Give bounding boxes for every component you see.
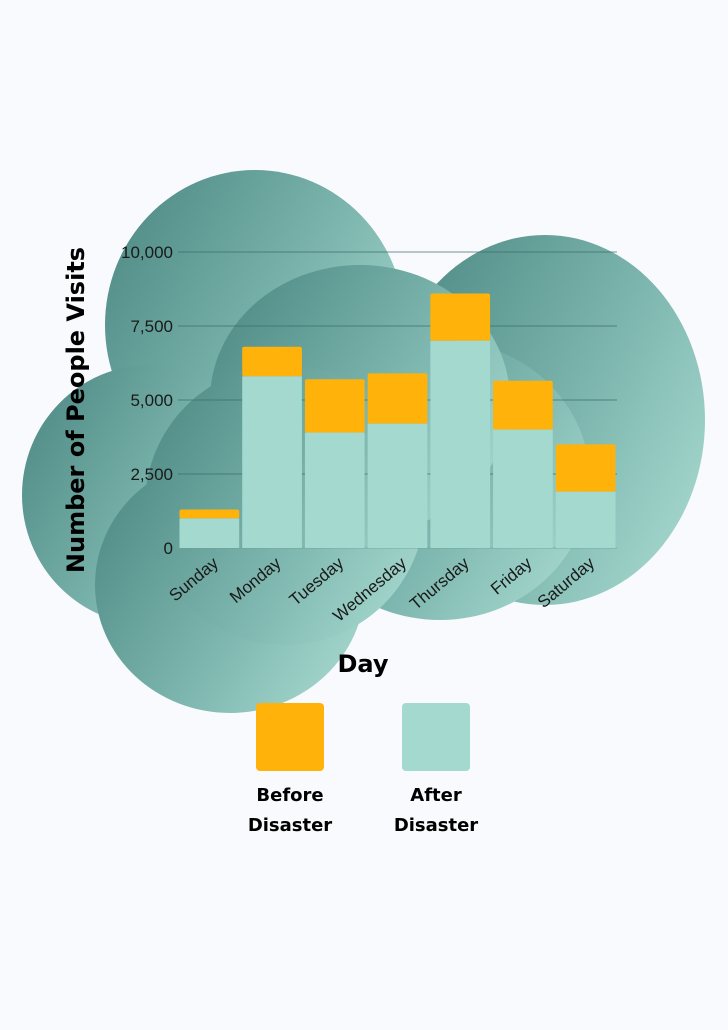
bar-after-disaster-sunday	[179, 518, 240, 548]
legend-swatch-after-disaster	[402, 703, 470, 771]
y-tick-label: 10,000	[121, 243, 173, 262]
legend-label-before-line2: Disaster	[247, 815, 333, 836]
x-axis-title: Day	[337, 650, 388, 678]
legend-swatch-before-disaster	[256, 703, 324, 771]
bar-before-disaster-sunday	[179, 509, 240, 519]
y-tick-label: 7,500	[130, 317, 173, 336]
bar-after-disaster-tuesday	[304, 432, 365, 548]
bar-after-disaster-wednesday	[367, 423, 428, 548]
bar-after-disaster-saturday	[555, 491, 616, 548]
bar-before-disaster-monday	[242, 346, 302, 377]
y-tick-label: 0	[164, 539, 173, 558]
bar-before-disaster-tuesday	[304, 379, 365, 433]
bar-after-disaster-friday	[493, 429, 553, 548]
y-tick-label: 2,500	[130, 465, 173, 484]
bar-before-disaster-friday	[493, 380, 553, 430]
bar-after-disaster-monday	[242, 376, 302, 548]
y-axis-ticks: 0 2,500 5,000 7,500 10,000	[121, 243, 173, 558]
legend-item-after-disaster: After Disaster	[361, 703, 511, 841]
bar-before-disaster-thursday	[430, 293, 491, 341]
bars	[179, 293, 616, 548]
y-axis-title: Number of People Visits	[62, 247, 90, 573]
legend-label-before-disaster: Before Disaster	[230, 781, 350, 841]
y-tick-label: 5,000	[130, 391, 173, 410]
bar-before-disaster-wednesday	[367, 373, 428, 424]
legend-label-before-line1: Before	[256, 785, 324, 806]
legend: Before Disaster After Disaster	[0, 703, 728, 843]
legend-label-after-disaster: After Disaster	[376, 781, 496, 841]
bar-after-disaster-thursday	[430, 340, 491, 548]
legend-label-after-line2: Disaster	[393, 815, 479, 836]
bar-before-disaster-saturday	[555, 444, 616, 492]
legend-item-before-disaster: Before Disaster	[215, 703, 365, 841]
legend-label-after-line1: After	[410, 785, 462, 806]
